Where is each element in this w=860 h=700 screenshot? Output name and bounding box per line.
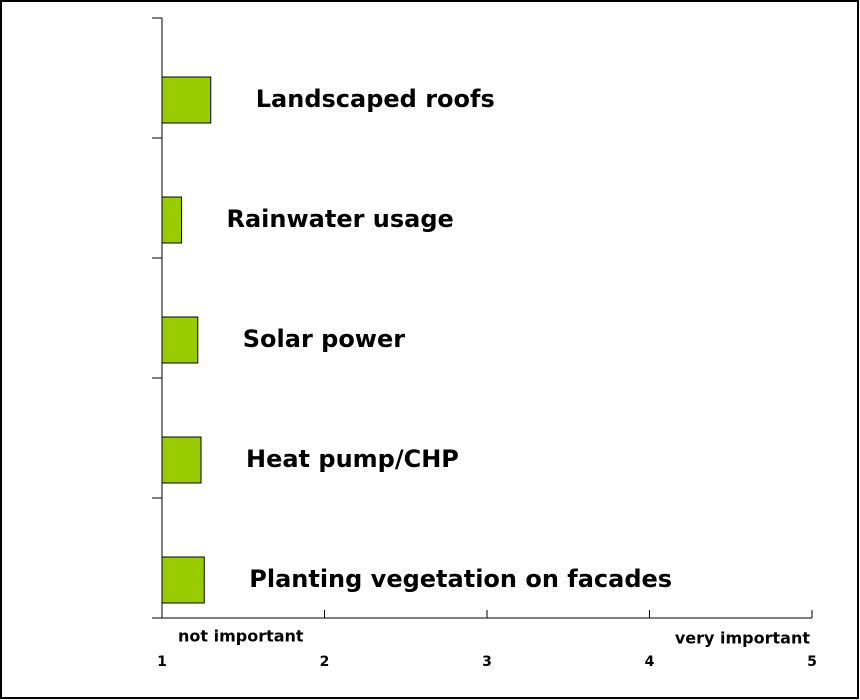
annotation: very important: [675, 629, 811, 648]
bar: [161, 316, 199, 364]
x-tick-label: 5: [807, 654, 817, 670]
category-label: Rainwater usage: [227, 205, 454, 233]
category-label: Planting vegetation on facades: [249, 565, 672, 593]
x-tick-label: 4: [645, 654, 655, 670]
x-tick-label: 3: [482, 654, 492, 670]
bar: [161, 436, 202, 484]
category-label: Landscaped roofs: [256, 85, 495, 113]
x-tick-label: 2: [320, 654, 330, 670]
annotation: not important: [178, 627, 304, 646]
bar: [161, 76, 212, 124]
category-label: Heat pump/CHP: [246, 445, 459, 473]
x-tick-label: 1: [157, 654, 167, 670]
bar: [161, 196, 182, 244]
category-label: Solar power: [243, 325, 406, 353]
bar: [161, 556, 205, 604]
